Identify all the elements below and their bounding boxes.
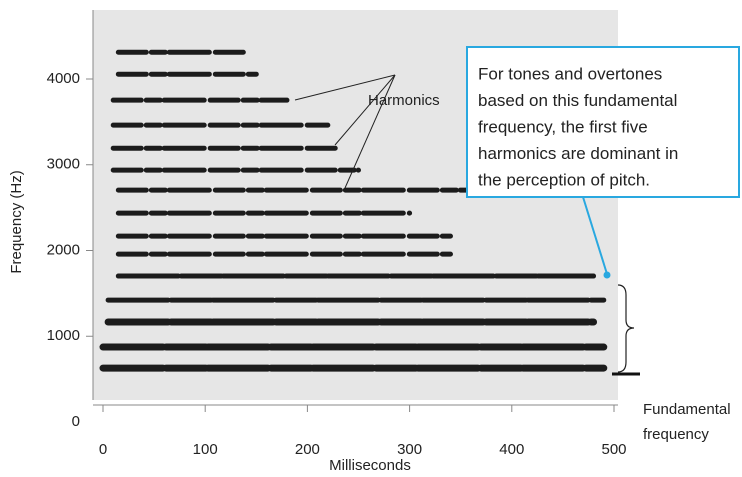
x-tick-label: 300	[397, 441, 422, 458]
x-tick-label: 400	[499, 441, 524, 458]
x-tick-label: 100	[193, 441, 218, 458]
callout-line: For tones and overtones	[478, 64, 662, 83]
x-axis-title: Milliseconds	[329, 457, 411, 474]
callout-line: harmonics are dominant in	[478, 144, 678, 163]
y-tick-label: 3000	[47, 156, 80, 173]
y-tick-label: 0	[72, 413, 80, 430]
y-tick-label: 4000	[47, 70, 80, 87]
callout-line: based on this fundamental	[478, 91, 677, 110]
fundamental-label: frequency	[643, 426, 709, 443]
callout-line: the perception of pitch.	[478, 170, 650, 189]
callout-box	[466, 46, 740, 198]
x-tick-label: 500	[601, 441, 626, 458]
bands	[99, 49, 608, 372]
callout-line: frequency, the first five	[478, 117, 648, 136]
callout-text: For tones and overtones based on this fun…	[478, 64, 678, 189]
y-tick-label: 1000	[47, 327, 80, 344]
x-tick-label: 0	[99, 441, 107, 458]
y-axis-title: Frequency (Hz)	[8, 170, 25, 273]
x-tick-label: 200	[295, 441, 320, 458]
fundamental-label: Fundamental	[643, 401, 731, 418]
brace	[617, 284, 635, 373]
callout-dot	[603, 271, 611, 279]
harmonics-pointers	[294, 74, 396, 189]
y-tick-label: 2000	[47, 241, 80, 258]
callout-pointer	[582, 196, 608, 275]
harmonics-label: Harmonics	[368, 92, 440, 109]
